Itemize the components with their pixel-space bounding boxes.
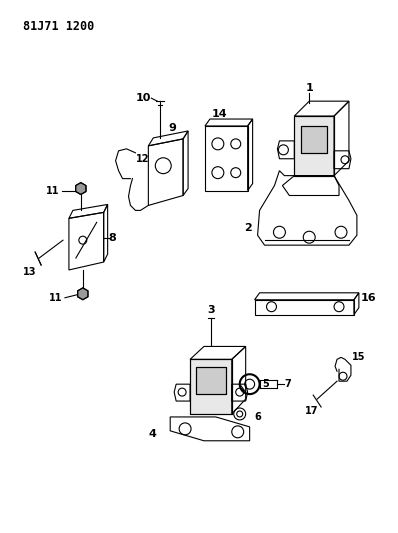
Polygon shape [295,116,334,176]
Text: 81J71 1200: 81J71 1200 [23,20,94,33]
Text: 7: 7 [284,379,291,389]
Text: 3: 3 [207,305,215,314]
Text: 10: 10 [136,93,151,103]
Text: 12: 12 [136,154,149,164]
Text: 15: 15 [352,352,366,362]
Polygon shape [301,126,327,153]
Text: 2: 2 [244,223,252,233]
Text: 11: 11 [46,185,60,196]
Polygon shape [196,367,226,394]
Text: 5: 5 [262,379,269,389]
Text: 16: 16 [361,293,377,303]
Polygon shape [78,288,88,300]
Polygon shape [190,359,232,414]
Text: 14: 14 [212,109,228,119]
Text: 1: 1 [305,83,313,93]
Text: 11: 11 [49,293,63,303]
Text: 9: 9 [168,123,176,133]
Text: 6: 6 [254,412,261,422]
Text: 4: 4 [148,429,156,439]
Text: 17: 17 [304,406,318,416]
Text: 13: 13 [22,267,36,277]
Text: 8: 8 [109,233,117,243]
Polygon shape [76,183,86,195]
